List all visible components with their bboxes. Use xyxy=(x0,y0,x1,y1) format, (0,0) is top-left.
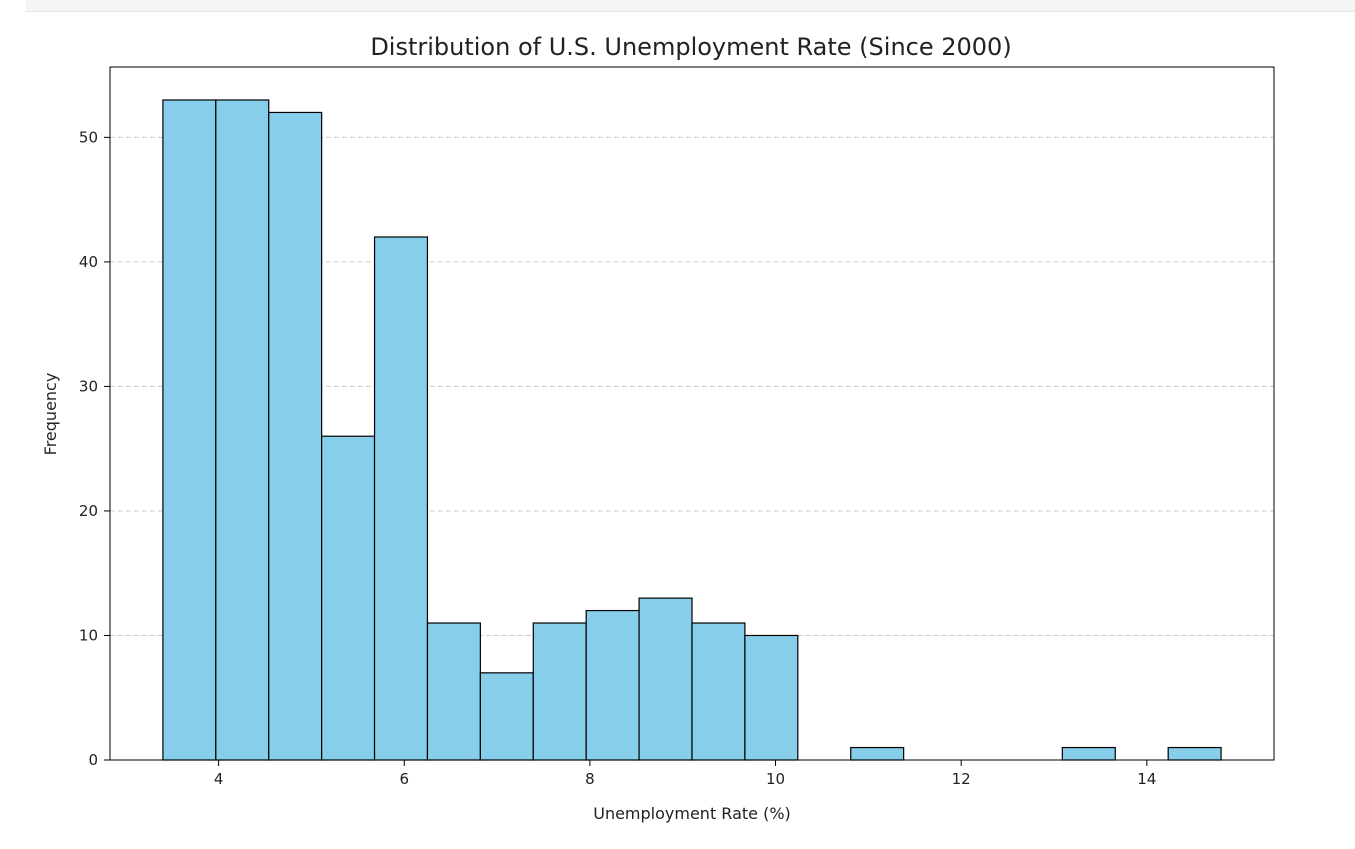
x-tick-label: 4 xyxy=(214,770,224,788)
x-tick-label: 14 xyxy=(1137,770,1156,788)
y-tick-label: 20 xyxy=(79,502,98,520)
histogram-bar xyxy=(1061,746,1116,761)
histogram-bar xyxy=(1167,746,1222,761)
histogram-bar xyxy=(744,634,799,761)
histogram-bar xyxy=(532,622,587,761)
histogram-bar xyxy=(638,597,693,761)
y-tick-label: 0 xyxy=(88,751,98,769)
histogram-bar xyxy=(585,609,640,761)
chart-title: Distribution of U.S. Unemployment Rate (… xyxy=(370,33,1011,61)
histogram-bar xyxy=(373,236,429,761)
y-tick-label: 50 xyxy=(79,128,98,146)
histogram-bar xyxy=(268,111,323,761)
histogram-bar xyxy=(691,622,746,761)
histogram-bar xyxy=(215,99,270,761)
histogram-bar xyxy=(426,622,481,761)
plot-frame xyxy=(109,66,1275,761)
y-axis-label: Frequency xyxy=(41,373,60,456)
histogram-bar xyxy=(850,746,905,761)
y-axis-ticks: 0 10 20 30 40 50 xyxy=(79,128,110,769)
bars xyxy=(162,99,1222,761)
x-axis-ticks: 4 6 8 10 12 14 xyxy=(214,760,1156,788)
y-tick-label: 40 xyxy=(79,253,98,271)
y-tick-label: 10 xyxy=(79,626,98,644)
histogram-bar xyxy=(162,99,217,761)
y-tick-label: 30 xyxy=(79,377,98,395)
notebook-output-divider xyxy=(26,0,1355,12)
histogram-bar xyxy=(321,435,376,761)
x-tick-label: 8 xyxy=(585,770,595,788)
histogram-bar xyxy=(479,672,534,761)
x-axis-label: Unemployment Rate (%) xyxy=(593,804,791,823)
x-tick-label: 10 xyxy=(766,770,785,788)
x-tick-label: 12 xyxy=(952,770,971,788)
x-tick-label: 6 xyxy=(399,770,409,788)
